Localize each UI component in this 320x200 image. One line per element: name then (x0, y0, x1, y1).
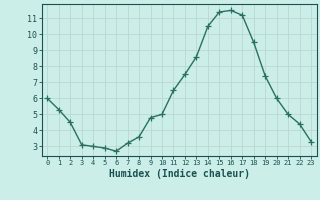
X-axis label: Humidex (Indice chaleur): Humidex (Indice chaleur) (109, 169, 250, 179)
